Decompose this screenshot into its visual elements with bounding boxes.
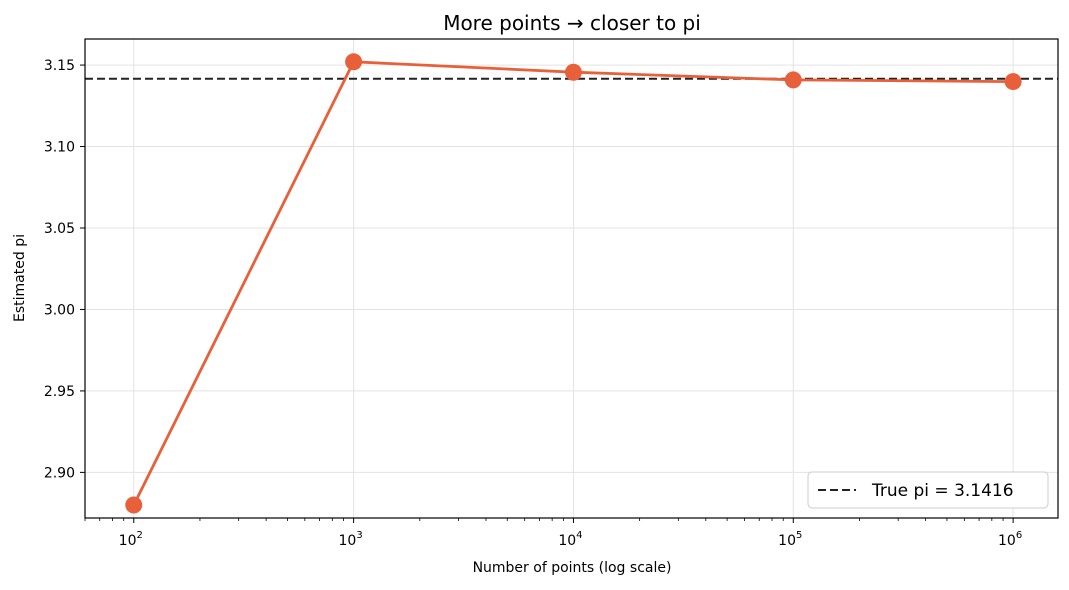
plot-frame [84, 38, 1059, 519]
chart-title: More points → closer to pi [443, 11, 701, 35]
series-point [784, 71, 802, 89]
grid-lines [85, 39, 1058, 518]
series-point [1004, 73, 1022, 91]
y-axis-label: Estimated pi [12, 234, 28, 322]
y-tick-label: 3.10 [44, 140, 75, 156]
x-tick-label: 103 [339, 530, 363, 549]
y-tick-label: 2.95 [44, 384, 75, 400]
y-tick-label: 3.00 [44, 302, 75, 318]
axis-ticks: 2.90 2.95 3.00 3.05 3.10 3.15 102 103 104 105 106 [44, 58, 1022, 549]
y-tick-label: 3.05 [44, 221, 75, 237]
series-point [564, 63, 582, 81]
y-tick-label: 2.90 [44, 465, 75, 481]
legend-box [807, 471, 1049, 509]
y-tick-label: 3.15 [44, 58, 75, 74]
x-tick-label: 106 [998, 530, 1022, 549]
legend-label: True pi = 3.1416 [871, 481, 1014, 501]
series-group [125, 53, 1022, 514]
series-point [345, 53, 363, 71]
x-tick-label: 104 [558, 530, 582, 549]
x-tick-label: 102 [119, 530, 143, 549]
legend: True pi = 3.1416 [807, 471, 1049, 509]
x-axis-label: Number of points (log scale) [473, 560, 672, 576]
series-point [125, 496, 143, 514]
x-tick-label: 105 [778, 530, 802, 549]
